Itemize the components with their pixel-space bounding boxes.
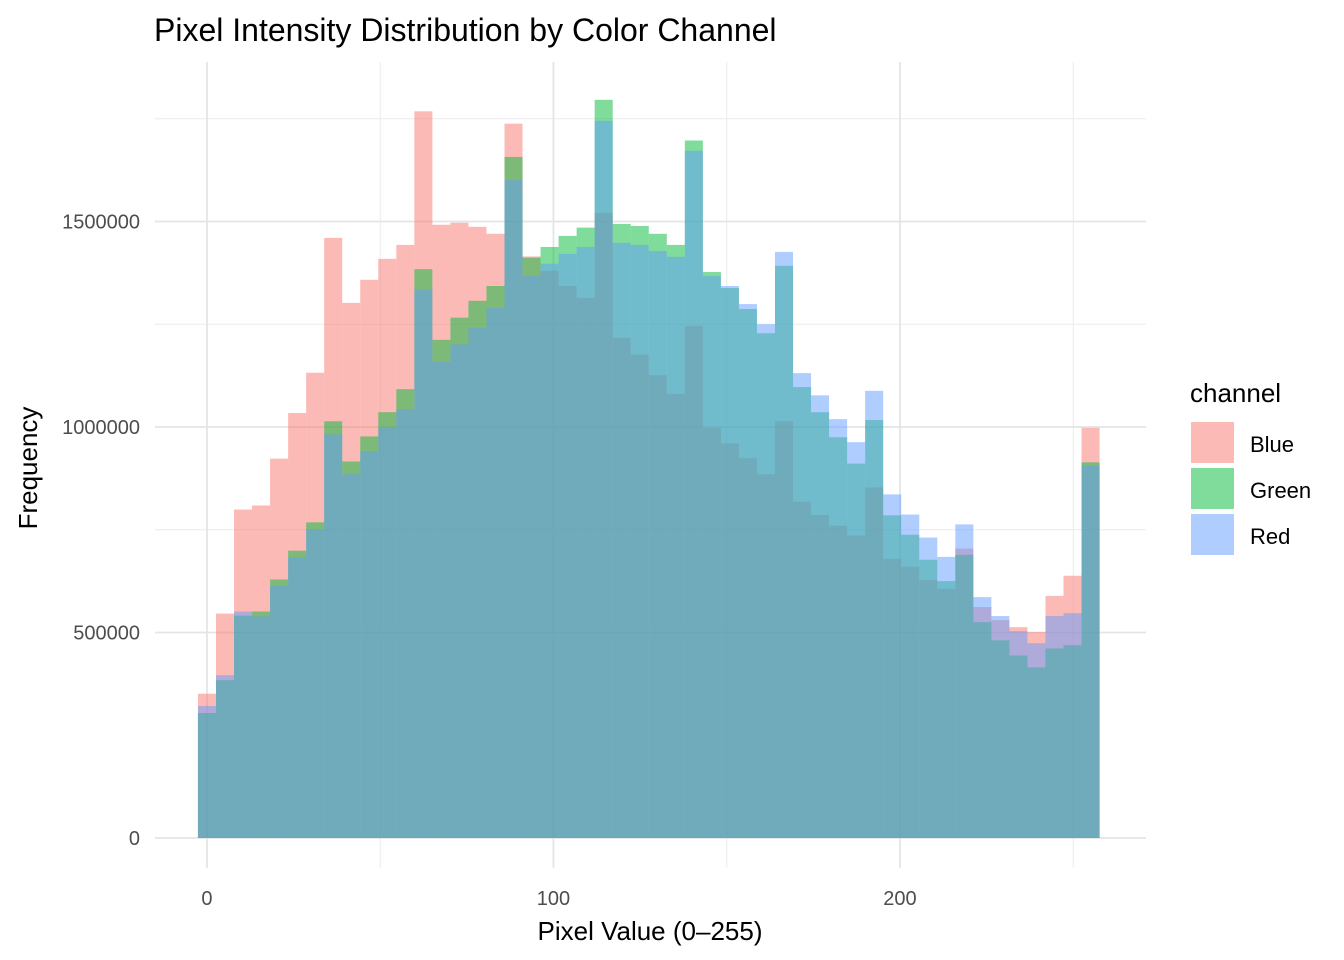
legend-title: channel xyxy=(1190,378,1281,408)
bar-red xyxy=(1009,631,1028,838)
bar-red xyxy=(684,150,703,838)
y-axis-title: Frequency xyxy=(13,407,43,530)
histogram-bars xyxy=(197,99,1100,838)
bar-red xyxy=(396,409,415,838)
bar-red xyxy=(414,289,433,838)
bar-red xyxy=(468,327,487,838)
bar-red xyxy=(883,494,902,838)
bar-red xyxy=(1045,616,1064,838)
bar-red xyxy=(991,616,1010,838)
bar-red xyxy=(847,442,866,838)
bar-red xyxy=(937,556,956,838)
x-axis-ticks: 0 100 200 xyxy=(201,888,916,910)
bar-red xyxy=(450,344,469,838)
bar-red xyxy=(955,524,974,838)
chart-title: Pixel Intensity Distribution by Color Ch… xyxy=(154,12,777,48)
bar-red xyxy=(720,286,739,838)
bar-red xyxy=(486,307,505,838)
bar-red xyxy=(197,706,216,838)
bar-red xyxy=(378,427,397,838)
bar-red xyxy=(612,242,631,838)
y-axis-ticks: 0 500000 1000000 1500000 xyxy=(62,211,140,850)
y-tick-label: 1500000 xyxy=(62,211,140,233)
bar-red xyxy=(630,244,649,838)
legend-key-green xyxy=(1191,468,1234,509)
bar-red xyxy=(865,390,884,838)
bar-red xyxy=(1081,466,1100,838)
y-tick-label: 0 xyxy=(129,828,140,850)
bar-red xyxy=(1063,613,1082,838)
bar-red xyxy=(1027,643,1046,838)
bar-red xyxy=(540,263,559,838)
x-axis-title: Pixel Value (0–255) xyxy=(538,916,763,946)
legend-label-green: Green xyxy=(1250,478,1311,503)
bar-red xyxy=(811,395,830,838)
bar-red xyxy=(648,251,667,838)
legend: channel Blue Green Red xyxy=(1190,378,1311,555)
bar-red xyxy=(576,246,595,838)
bar-red xyxy=(522,275,541,838)
legend-label-red: Red xyxy=(1250,524,1290,549)
bar-red xyxy=(215,675,235,838)
bar-red xyxy=(793,373,812,838)
bar-red xyxy=(504,179,523,838)
series-red xyxy=(197,120,1100,838)
bar-red xyxy=(306,529,325,838)
bar-red xyxy=(919,537,938,838)
legend-key-blue xyxy=(1191,422,1234,463)
bar-red xyxy=(666,256,685,838)
bar-red xyxy=(594,120,613,838)
y-tick-label: 500000 xyxy=(73,622,140,644)
legend-key-red xyxy=(1191,514,1234,555)
x-tick-label: 0 xyxy=(201,888,212,910)
y-tick-label: 1000000 xyxy=(62,417,140,439)
x-tick-label: 200 xyxy=(883,888,916,910)
bar-red xyxy=(756,324,775,838)
bar-red xyxy=(901,514,920,838)
bar-red xyxy=(558,253,577,838)
bar-red xyxy=(702,276,721,838)
bar-red xyxy=(324,434,343,838)
bar-red xyxy=(234,611,253,838)
bar-red xyxy=(288,557,307,838)
bar-red xyxy=(432,361,451,838)
bar-red xyxy=(738,304,757,838)
x-tick-label: 100 xyxy=(537,888,570,910)
bar-red xyxy=(270,586,289,838)
bar-red xyxy=(342,474,361,838)
bar-red xyxy=(829,419,848,838)
bar-red xyxy=(774,251,794,838)
bar-red xyxy=(360,451,379,838)
bar-red xyxy=(252,616,271,838)
legend-label-blue: Blue xyxy=(1250,432,1294,457)
bar-red xyxy=(973,597,992,838)
